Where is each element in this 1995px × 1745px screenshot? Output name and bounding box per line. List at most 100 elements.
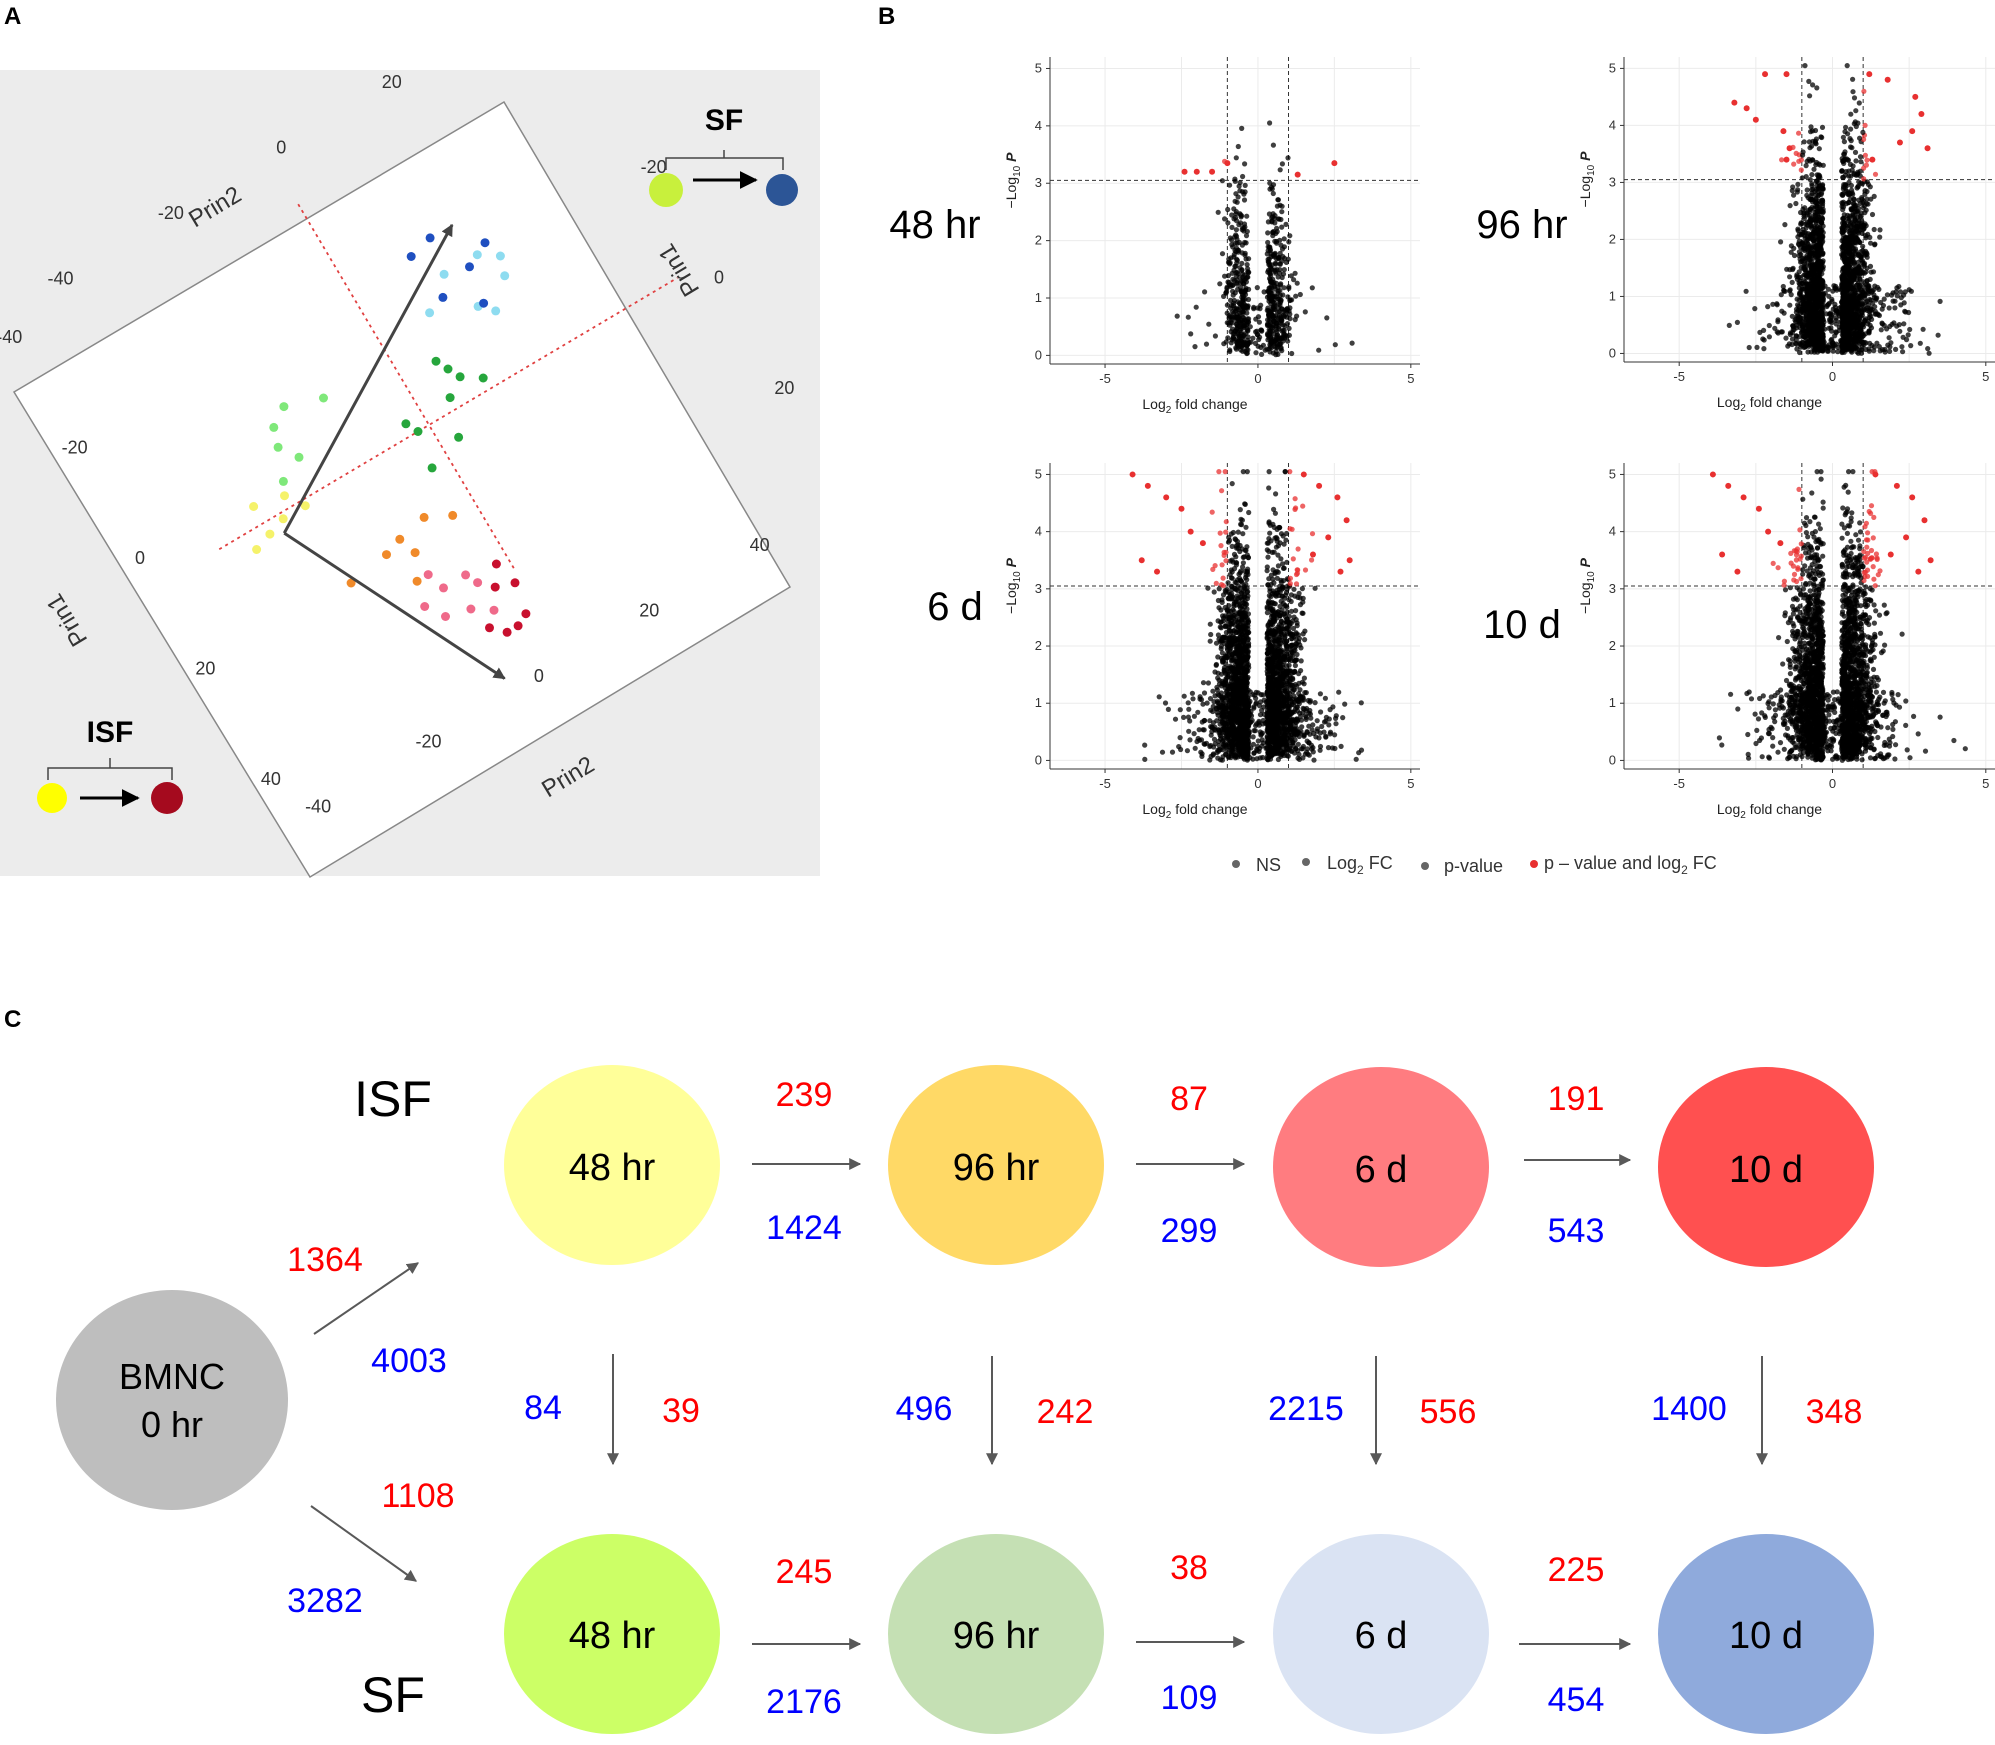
volcano-point <box>1845 131 1851 137</box>
volcano-point <box>1240 225 1246 231</box>
volcano-point <box>1240 469 1246 475</box>
volcano-point <box>1235 143 1241 150</box>
volcano-sig-point <box>1884 76 1891 83</box>
volcano-point <box>1864 298 1870 304</box>
volcano-point <box>1878 299 1884 306</box>
volcano-point <box>1265 256 1271 263</box>
volcano-points <box>1726 63 1943 356</box>
volcano-point <box>1815 311 1821 317</box>
panel-label-b: B <box>878 3 895 30</box>
volcano-point <box>1917 340 1923 346</box>
volcano-point <box>1857 341 1863 347</box>
volcano-point <box>1786 341 1792 347</box>
pca-point <box>419 512 429 522</box>
volcano-point <box>1817 327 1823 333</box>
volcano-point <box>1806 255 1812 261</box>
volcano-point <box>1861 198 1867 204</box>
volcano-point <box>1850 212 1856 218</box>
volcano-point <box>1791 161 1797 167</box>
volcano-point <box>1812 127 1819 134</box>
volcano-point <box>1275 197 1281 203</box>
volcano-point <box>1275 274 1281 280</box>
volcano-point <box>1896 283 1902 290</box>
volcano-point <box>1881 322 1887 329</box>
volcano-point <box>1840 192 1846 198</box>
volcano-x-tick-label: -5 <box>1099 371 1111 386</box>
volcano-point <box>1800 226 1806 232</box>
volcano-point <box>1222 216 1228 222</box>
volcano-point <box>1851 342 1857 348</box>
volcano-point <box>1272 267 1278 273</box>
volcano-point <box>1848 111 1854 117</box>
volcano-point <box>1332 342 1338 348</box>
pca-point <box>427 463 437 473</box>
volcano-y-tick-label: 4 <box>1035 524 1042 539</box>
volcano-point <box>1266 244 1272 250</box>
volcano-point <box>1285 256 1291 262</box>
volcano-point <box>1238 284 1244 291</box>
pca-point <box>454 432 464 442</box>
volcano-point <box>1267 530 1273 536</box>
volcano-point <box>1239 213 1245 219</box>
volcano-point <box>1227 314 1233 320</box>
pca-tick-label: 40 <box>261 769 281 789</box>
volcano-point <box>1268 266 1274 272</box>
volcano-point <box>1726 322 1732 328</box>
volcano-point <box>1848 206 1854 212</box>
volcano-point <box>1791 192 1797 198</box>
pca-tick-label: -40 <box>0 327 22 347</box>
volcano-point <box>1754 344 1760 350</box>
volcano-point <box>1798 220 1804 226</box>
volcano-point <box>1893 346 1899 352</box>
volcano-point <box>1801 139 1807 145</box>
volcano-point <box>1743 288 1749 294</box>
volcano-point <box>1267 349 1273 355</box>
volcano-x-label: Log2 fold change <box>1717 394 1822 414</box>
volcano-y-tick-label: 5 <box>1609 60 1616 75</box>
volcano-x-tick-label: 0 <box>1829 369 1836 384</box>
volcano-sig-point <box>1909 128 1916 135</box>
volcano-point <box>1240 315 1247 321</box>
volcano-point <box>1787 288 1793 294</box>
volcano-point <box>1869 316 1875 322</box>
pca-points <box>249 233 531 637</box>
volcano-point <box>1310 722 1316 728</box>
volcano-x-label: Log2 fold change <box>1142 801 1247 821</box>
volcano-point <box>1774 301 1780 307</box>
volcano-point <box>1787 267 1793 273</box>
volcano-sig-point <box>1866 71 1873 78</box>
volcano-point <box>1806 249 1812 256</box>
volcano-point <box>1809 223 1815 229</box>
volcano-point <box>1233 227 1239 233</box>
volcano-point <box>1286 239 1292 245</box>
volcano-point <box>1289 350 1295 357</box>
volcano-point <box>1800 302 1807 308</box>
volcano-point <box>1267 120 1273 126</box>
volcano-point <box>1857 168 1863 174</box>
volcano-point <box>1781 287 1787 293</box>
volcano-point <box>1188 331 1194 337</box>
pca-point <box>401 419 411 429</box>
volcano-point <box>1215 209 1221 215</box>
pca-point <box>455 372 465 382</box>
volcano-point <box>1853 324 1859 330</box>
volcano-point <box>1299 610 1305 616</box>
volcano-point <box>1274 229 1280 235</box>
pca-plot-area <box>12 100 792 879</box>
pca-point <box>382 550 391 560</box>
volcano-point <box>1211 589 1217 595</box>
pca-point <box>438 292 448 302</box>
volcano-point <box>1277 270 1283 276</box>
volcano-sig-point <box>1783 156 1790 163</box>
pca-point <box>490 582 500 592</box>
volcano-point <box>1779 157 1785 163</box>
volcano-point <box>1244 213 1250 219</box>
volcano-point <box>1210 688 1216 694</box>
pca-tick-label: 20 <box>639 600 659 620</box>
volcano-point <box>1810 138 1816 144</box>
volcano-sig-point <box>1224 160 1231 167</box>
volcano-point <box>1899 344 1905 350</box>
volcano-point <box>1214 684 1220 690</box>
volcano-point <box>1881 296 1887 302</box>
volcano-point <box>1226 282 1233 288</box>
